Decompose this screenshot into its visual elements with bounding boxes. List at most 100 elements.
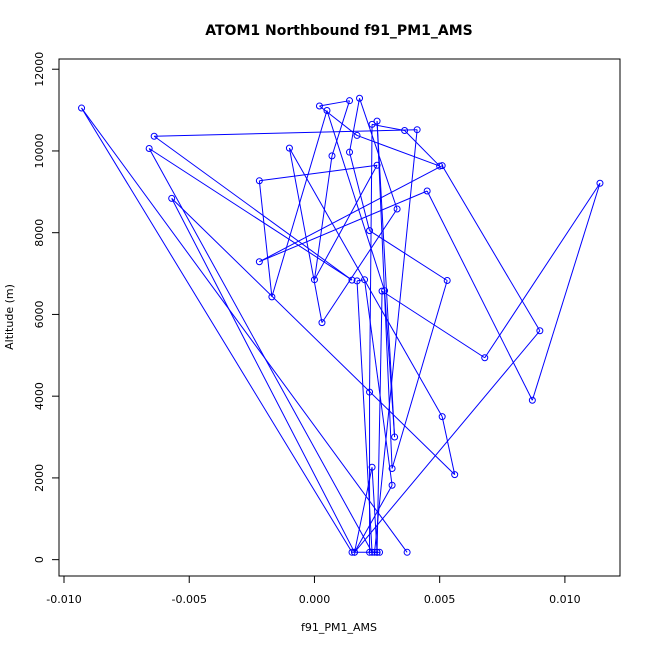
data-point	[388, 465, 396, 473]
series-segment	[313, 155, 333, 280]
data-point	[346, 148, 354, 156]
y-tick-label: 6000	[33, 300, 46, 328]
data-point	[150, 132, 158, 140]
series-segment	[404, 130, 441, 167]
data-point	[145, 145, 153, 153]
data-point	[353, 277, 361, 285]
series-segment	[356, 280, 373, 553]
data-point	[368, 548, 376, 556]
y-tick-label: 4000	[33, 382, 46, 410]
data-point	[376, 548, 384, 556]
y-tick-label: 0	[33, 556, 46, 563]
series-segment	[81, 107, 353, 553]
data-point	[443, 277, 451, 285]
data-point	[391, 433, 399, 441]
data-point	[361, 276, 369, 284]
data-point	[366, 388, 374, 396]
series-segment	[359, 98, 398, 210]
x-tick-label: 0.000	[299, 593, 331, 606]
y-tick-label: 10000	[33, 133, 46, 168]
data-point	[436, 162, 444, 170]
series-segment	[258, 180, 273, 297]
data-point	[348, 548, 356, 556]
series-segment	[259, 165, 443, 263]
series-segment	[354, 485, 393, 553]
data-point	[368, 463, 376, 471]
data-point	[368, 120, 376, 128]
data-point	[371, 548, 379, 556]
series-segment	[81, 107, 408, 553]
data-point	[388, 481, 396, 489]
data-point	[348, 276, 356, 284]
plot-frame	[58, 58, 621, 577]
series-segment	[381, 290, 486, 359]
series-segment	[364, 279, 393, 486]
series-segment	[326, 110, 386, 291]
data-point	[378, 287, 386, 295]
data-point	[346, 97, 354, 105]
series-segment	[349, 98, 361, 153]
data-point	[310, 276, 318, 284]
series-segment	[369, 124, 373, 393]
series-segment	[259, 164, 378, 182]
data-point	[366, 548, 374, 556]
x-tick-label: 0.010	[549, 593, 581, 606]
x-tick-label: -0.010	[46, 593, 81, 606]
series-segment	[391, 280, 448, 469]
chart-title: ATOM1 Northbound f91_PM1_AMS	[205, 23, 472, 39]
y-tick-label: 8000	[33, 219, 46, 247]
series-segment	[148, 148, 373, 553]
series-layer	[78, 94, 604, 556]
series-segment	[153, 135, 353, 281]
series-segment	[484, 182, 601, 359]
data-point	[315, 102, 323, 110]
y-tick-label: 2000	[33, 464, 46, 492]
data-point	[168, 194, 176, 202]
data-point	[481, 354, 489, 362]
data-point	[353, 131, 361, 139]
data-point	[438, 162, 446, 170]
data-point	[596, 179, 604, 187]
data-point	[356, 94, 364, 102]
series-segment	[349, 152, 371, 231]
series-segment	[319, 100, 350, 107]
x-axis-label: f91_PM1_AMS	[301, 621, 377, 634]
series-segment	[259, 190, 428, 263]
data-point	[268, 293, 276, 301]
series-segment	[356, 134, 440, 167]
data-point	[373, 161, 381, 169]
data-point	[328, 152, 336, 160]
data-point	[528, 396, 536, 404]
series-segment	[531, 183, 601, 401]
series-segment	[171, 198, 355, 553]
series-segment	[148, 148, 353, 281]
data-point	[255, 258, 263, 266]
series-segment	[356, 279, 365, 282]
series-segment	[154, 129, 418, 137]
x-axis: -0.010 -0.005 0.000 0.005 0.010	[46, 575, 581, 606]
data-point	[373, 548, 381, 556]
series-segment	[331, 100, 350, 157]
x-tick-label: 0.005	[424, 593, 456, 606]
series-segment	[441, 416, 456, 475]
x-tick-label: -0.005	[171, 593, 206, 606]
series-segment	[376, 291, 383, 553]
series-segment	[441, 165, 541, 332]
data-point	[423, 187, 431, 195]
data-point	[401, 127, 409, 135]
series-segment	[374, 129, 418, 553]
series-segment	[171, 198, 456, 476]
data-point	[78, 104, 86, 112]
y-axis-label: Altitude (m)	[3, 284, 16, 350]
y-tick-label: 12000	[33, 52, 46, 87]
data-point	[351, 548, 359, 556]
data-point	[366, 227, 374, 235]
series-segment	[288, 148, 323, 323]
data-point	[255, 177, 263, 185]
data-point	[285, 144, 293, 152]
series-segment	[354, 467, 373, 553]
data-point	[393, 205, 401, 213]
data-point	[323, 106, 331, 114]
y-axis: 0 2000 4000 6000 8000 10000 12000	[33, 52, 60, 563]
